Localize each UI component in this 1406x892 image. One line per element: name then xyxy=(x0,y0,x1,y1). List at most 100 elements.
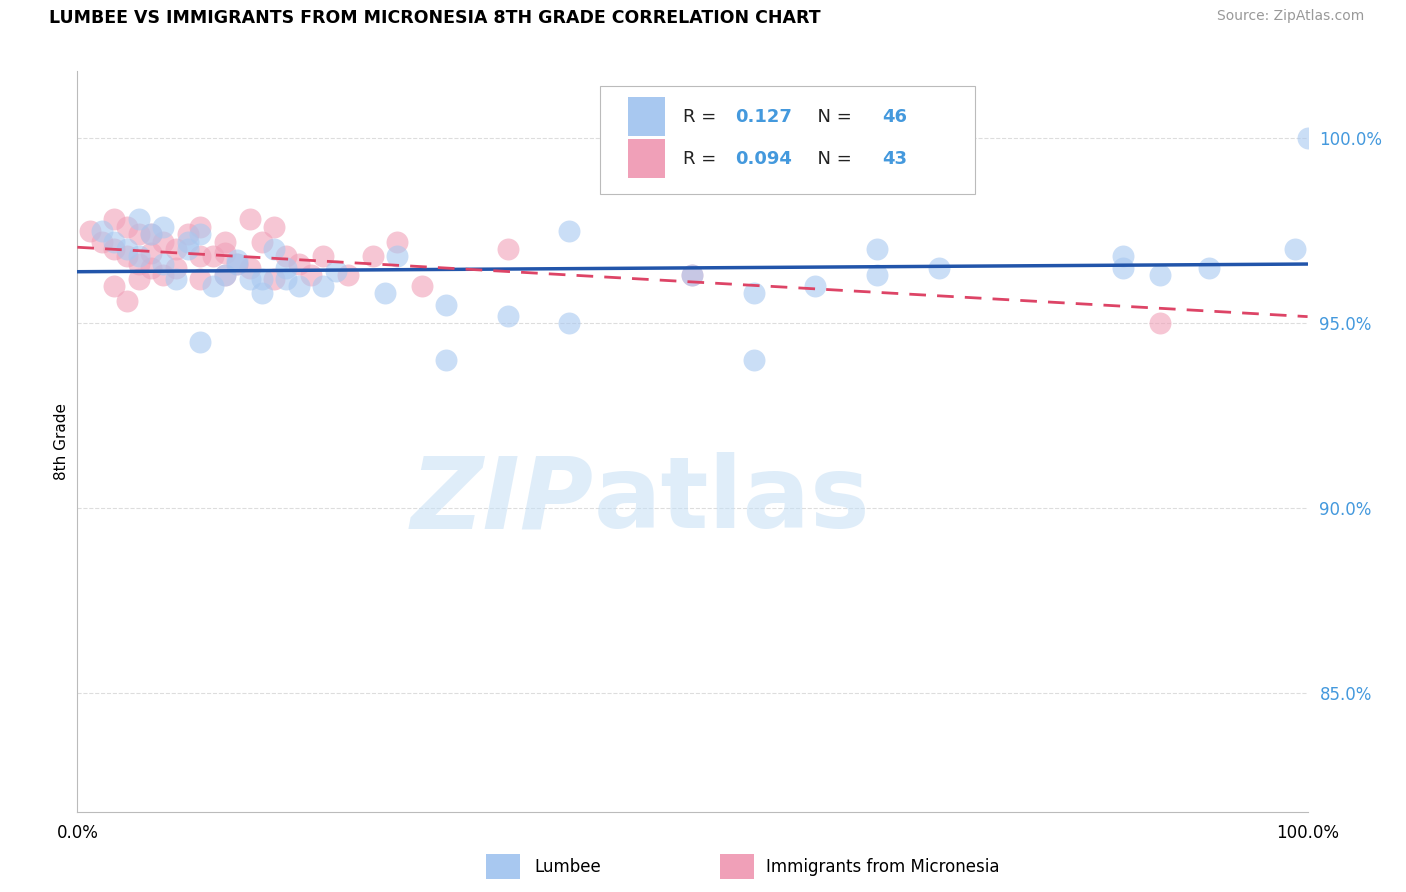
Point xyxy=(177,242,200,256)
Point xyxy=(226,253,249,268)
Point xyxy=(299,268,322,282)
Point xyxy=(115,293,138,308)
Text: R =: R = xyxy=(683,108,727,126)
FancyBboxPatch shape xyxy=(600,87,976,194)
Point xyxy=(141,245,163,260)
Point xyxy=(226,257,249,271)
Point xyxy=(79,223,101,237)
Point xyxy=(214,235,236,249)
FancyBboxPatch shape xyxy=(628,97,665,136)
Point xyxy=(201,279,224,293)
Point xyxy=(226,257,249,271)
Point xyxy=(276,249,298,263)
Text: 46: 46 xyxy=(882,108,907,126)
Text: atlas: atlas xyxy=(595,452,870,549)
Point xyxy=(496,242,519,256)
Point xyxy=(165,242,187,256)
Point xyxy=(152,257,174,271)
Point xyxy=(325,264,347,278)
Text: 0.127: 0.127 xyxy=(735,108,793,126)
Point xyxy=(288,257,311,271)
Text: 43: 43 xyxy=(882,150,907,168)
Point xyxy=(103,242,125,256)
Point xyxy=(1149,268,1171,282)
Point xyxy=(177,235,200,249)
Point xyxy=(1112,260,1135,275)
Point xyxy=(250,286,273,301)
Point xyxy=(115,219,138,234)
Point xyxy=(263,271,285,285)
Point xyxy=(276,271,298,285)
Point xyxy=(1112,249,1135,263)
Point xyxy=(804,279,827,293)
Point xyxy=(866,268,889,282)
Point xyxy=(165,260,187,275)
Point xyxy=(115,242,138,256)
Point xyxy=(288,279,311,293)
Point xyxy=(188,334,212,349)
Point xyxy=(141,227,163,242)
Point xyxy=(276,260,298,275)
Point xyxy=(250,235,273,249)
Point xyxy=(558,316,581,330)
Point xyxy=(165,271,187,285)
Point xyxy=(385,235,409,249)
Text: Source: ZipAtlas.com: Source: ZipAtlas.com xyxy=(1216,9,1364,23)
Point xyxy=(152,235,174,249)
Point xyxy=(214,245,236,260)
Point xyxy=(128,227,150,242)
Text: LUMBEE VS IMMIGRANTS FROM MICRONESIA 8TH GRADE CORRELATION CHART: LUMBEE VS IMMIGRANTS FROM MICRONESIA 8TH… xyxy=(49,9,821,27)
Point xyxy=(312,249,335,263)
Text: 0.094: 0.094 xyxy=(735,150,793,168)
Point xyxy=(177,227,200,242)
Point xyxy=(115,249,138,263)
Text: Immigrants from Micronesia: Immigrants from Micronesia xyxy=(766,858,1000,876)
Text: ZIP: ZIP xyxy=(411,452,595,549)
Point xyxy=(1198,260,1220,275)
Point xyxy=(214,268,236,282)
Point xyxy=(128,271,150,285)
Point xyxy=(103,279,125,293)
Point xyxy=(374,286,396,301)
Point xyxy=(188,219,212,234)
Point xyxy=(201,249,224,263)
Text: N =: N = xyxy=(806,108,858,126)
Text: Lumbee: Lumbee xyxy=(534,858,600,876)
Point xyxy=(1149,316,1171,330)
Point xyxy=(90,235,114,249)
FancyBboxPatch shape xyxy=(628,139,665,178)
Point xyxy=(188,271,212,285)
Text: N =: N = xyxy=(806,150,858,168)
Point xyxy=(128,249,150,263)
Point xyxy=(103,212,125,227)
Point xyxy=(188,227,212,242)
Point xyxy=(682,268,704,282)
Point xyxy=(152,219,174,234)
Point xyxy=(742,353,765,368)
Point xyxy=(128,257,150,271)
Point xyxy=(263,219,285,234)
Point xyxy=(141,227,163,242)
Point xyxy=(214,268,236,282)
Point xyxy=(250,271,273,285)
Point xyxy=(682,268,704,282)
Point xyxy=(361,249,384,263)
Point xyxy=(436,353,458,368)
Point xyxy=(90,223,114,237)
Point xyxy=(152,268,174,282)
Point xyxy=(866,242,889,256)
Point xyxy=(128,212,150,227)
Point xyxy=(188,249,212,263)
Point xyxy=(411,279,433,293)
Point xyxy=(385,249,409,263)
Point xyxy=(141,260,163,275)
Point xyxy=(239,212,262,227)
Point xyxy=(1284,242,1306,256)
Point xyxy=(263,242,285,256)
Point xyxy=(436,297,458,311)
Point xyxy=(558,223,581,237)
Point xyxy=(742,286,765,301)
Point xyxy=(928,260,950,275)
Y-axis label: 8th Grade: 8th Grade xyxy=(53,403,69,480)
Point xyxy=(1296,131,1319,145)
